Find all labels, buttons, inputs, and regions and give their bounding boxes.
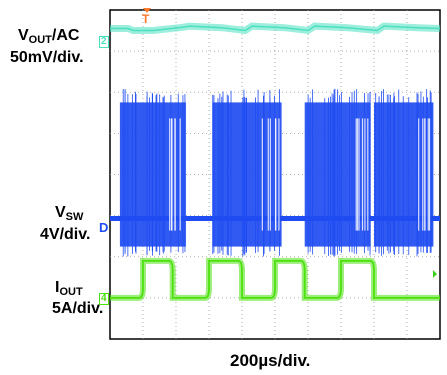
markers — [143, 8, 437, 278]
channel-2-marker: 2 — [99, 36, 109, 48]
vout-label: VOUT/AC — [18, 27, 80, 46]
vsw-label: VSW — [55, 204, 84, 223]
vout-trace — [110, 25, 441, 32]
iout-scale-label: 5A/div. — [52, 300, 104, 317]
channel-d-marker: D — [99, 220, 109, 235]
x-axis-label: 200µs/div. — [230, 351, 311, 370]
vout-scale-label: 50mV/div. — [10, 49, 84, 66]
trigger-position-icon — [143, 8, 151, 13]
iout-label: IOUT — [55, 279, 83, 298]
trigger-marker: T — [142, 12, 150, 26]
channel-4-marker: 4 — [99, 293, 109, 305]
trigger-level-icon — [433, 270, 437, 278]
vsw-scale-label: 4V/div. — [40, 226, 91, 243]
traces — [110, 22, 441, 301]
iout-trace — [110, 259, 440, 299]
